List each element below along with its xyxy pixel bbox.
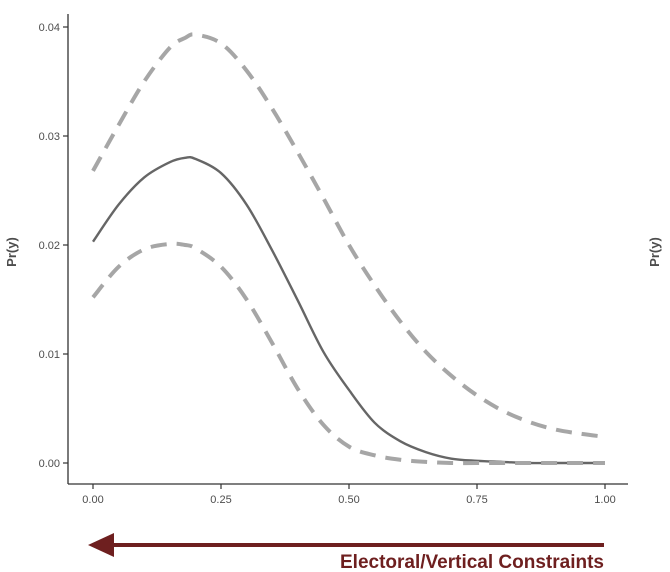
x-tick-label: 0.75	[466, 494, 487, 506]
x-tick-label: 0.50	[338, 494, 359, 506]
series-layer	[91, 32, 606, 466]
right-panel-y-axis-title: Pr(y)	[647, 237, 662, 267]
x-tick-label: 0.00	[82, 494, 103, 506]
estimate-line	[92, 155, 605, 465]
upper-bound-line	[91, 32, 606, 439]
annotation-arrow-group: Electoral/Vertical Constraints	[88, 533, 604, 572]
y-tick-label: 0.01	[39, 349, 60, 361]
y-axis-title: Pr(y)	[4, 237, 19, 267]
y-tick-label: 0.04	[39, 22, 60, 34]
x-axis-ticks: 0.00 0.25 0.50 0.75 1.00	[82, 484, 616, 506]
y-axis-ticks: 0.00 0.01 0.02 0.03 0.04	[39, 22, 68, 470]
y-tick-label: 0.03	[39, 131, 60, 143]
x-tick-label: 1.00	[594, 494, 615, 506]
y-tick-label: 0.02	[39, 240, 60, 252]
annotation-arrow-head	[88, 533, 114, 557]
x-tick-label: 0.25	[210, 494, 231, 506]
lower-bound-line	[91, 241, 605, 466]
annotation-text: Electoral/Vertical Constraints	[340, 552, 604, 572]
y-tick-label: 0.00	[39, 458, 60, 470]
